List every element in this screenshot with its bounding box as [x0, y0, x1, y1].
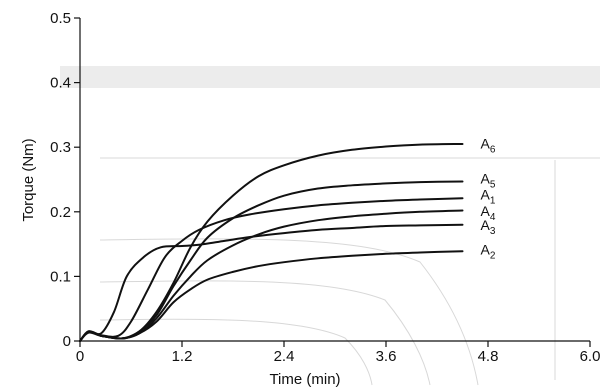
y-tick-label: 0.1: [50, 268, 71, 285]
series-label-a4: A4: [481, 203, 496, 223]
series-label-a6: A6: [481, 136, 496, 156]
series-line-a1: [79, 197, 464, 342]
x-tick-label: 0: [76, 348, 84, 365]
series-label-base: A: [481, 217, 491, 233]
series-line-a5: [79, 180, 464, 342]
x-tick-label: 3.6: [376, 348, 397, 365]
series-line-a2: [79, 250, 464, 342]
series-label-subscript: 1: [490, 196, 496, 207]
series-label-base: A: [481, 136, 491, 152]
y-tick-label: 0.2: [50, 204, 71, 221]
background-ghost: [60, 66, 600, 386]
series-label-subscript: 2: [490, 251, 496, 262]
plot-area: 00.10.20.30.40.5 0 1.2 2.4 3.6 4.8 6.0 A6A5A1…: [50, 10, 600, 365]
series-label-a2: A2: [481, 242, 496, 262]
series-line-a3: [79, 223, 464, 342]
y-axis-ticks: 0 0.1 0.2 0.3 0.4 0.5: [50, 10, 80, 350]
series-label-base: A: [481, 187, 491, 203]
x-axis-title: Time (min): [269, 371, 340, 388]
y-tick-label: 0: [63, 333, 71, 350]
series-line-a4: [79, 209, 464, 342]
x-tick-label: 2.4: [274, 348, 295, 365]
series-label-subscript: 4: [490, 212, 496, 223]
y-tick-label: 0.4: [50, 75, 71, 92]
series-label-subscript: 5: [490, 180, 496, 191]
y-tick-label: 0.3: [50, 139, 71, 156]
series-label-subscript: 3: [490, 226, 496, 237]
series-label-base: A: [481, 171, 491, 187]
x-tick-label: 1.2: [172, 348, 193, 365]
y-axis-title: Torque (Nm): [20, 138, 37, 221]
x-axis-ticks: 0 1.2 2.4 3.6 4.8 6.0: [76, 341, 601, 365]
y-tick-label: 0.5: [50, 10, 71, 27]
x-tick-label: 4.8: [478, 348, 499, 365]
series-label-a3: A3: [481, 217, 496, 237]
series-label-base: A: [481, 242, 491, 258]
series-lines: [79, 142, 464, 342]
series-label-subscript: 6: [490, 145, 496, 156]
series-label-base: A: [481, 203, 491, 219]
series-label-a5: A5: [481, 171, 496, 191]
x-tick-label: 6.0: [580, 348, 601, 365]
series-label-a1: A1: [481, 187, 496, 207]
